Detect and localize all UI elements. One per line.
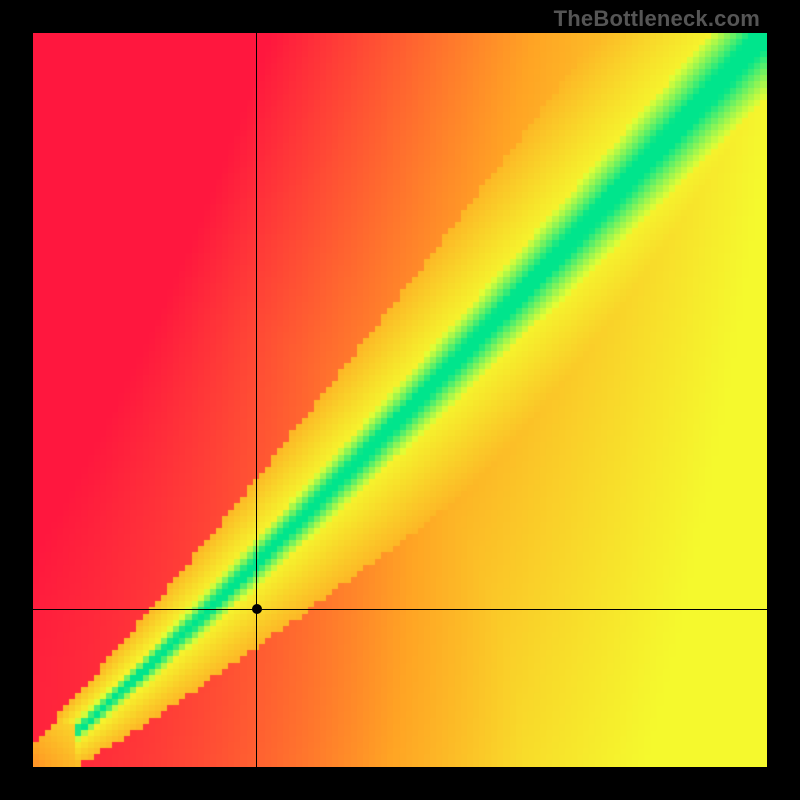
- chart-frame: TheBottleneck.com: [0, 0, 800, 800]
- heatmap-canvas: [33, 33, 767, 767]
- data-point-marker: [252, 604, 262, 614]
- heatmap-plot: [33, 33, 767, 767]
- crosshair-vertical: [256, 33, 257, 767]
- crosshair-horizontal: [33, 609, 767, 610]
- watermark-text: TheBottleneck.com: [554, 6, 760, 32]
